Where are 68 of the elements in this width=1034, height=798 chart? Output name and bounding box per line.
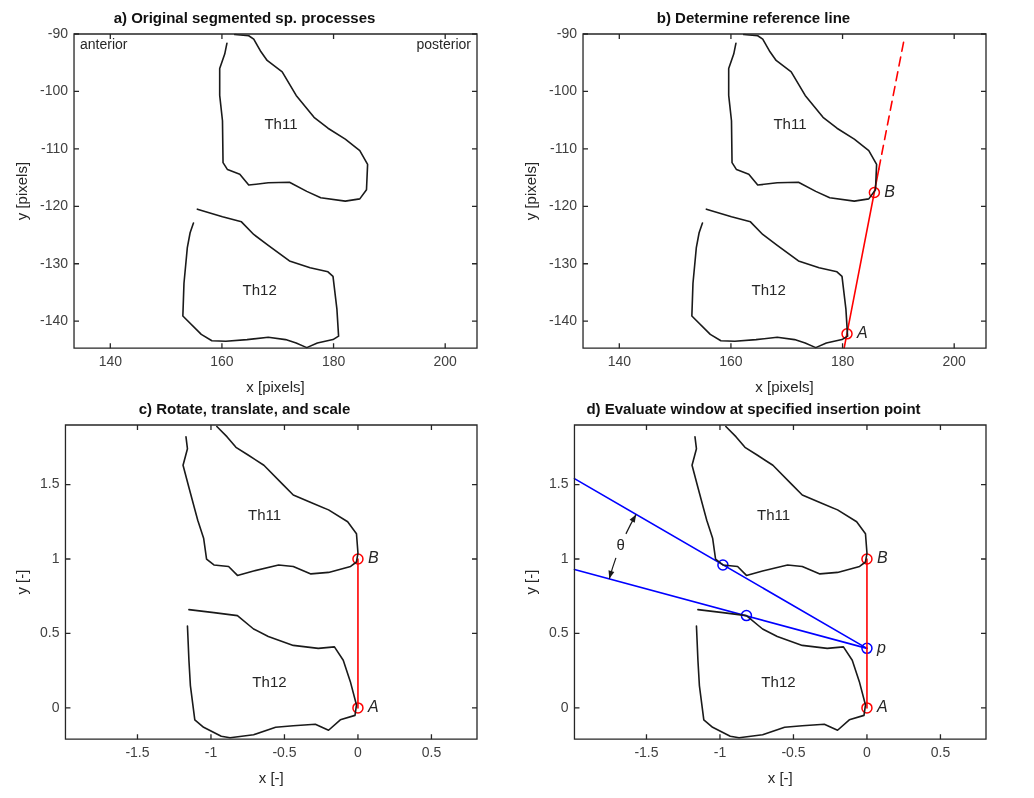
y-tick-label: 0	[51, 698, 60, 715]
chart-title: c) Rotate, translate, and scale	[138, 400, 351, 418]
y-axis-title: y [-]	[13, 569, 31, 595]
y-tick-label: -130	[548, 254, 578, 271]
y-tick-label: 1	[51, 549, 60, 566]
y-tick-label: 1.5	[39, 475, 60, 492]
series-label: Th12	[242, 280, 277, 298]
series-label: Th12	[761, 672, 796, 690]
x-axis-title: x [-]	[767, 769, 793, 787]
x-tick-label: 200	[433, 353, 458, 370]
y-tick-label: -100	[548, 82, 578, 99]
annotation: A	[366, 698, 379, 716]
annotation: θ	[616, 535, 625, 553]
x-tick-label: 0	[863, 744, 872, 761]
x-axis-title: x [pixels]	[755, 378, 814, 396]
y-tick-label: -140	[548, 312, 578, 329]
y-tick-label: -120	[548, 197, 578, 214]
y-tick-label: 0.5	[548, 624, 569, 641]
x-tick-label: -1	[204, 744, 218, 761]
annotation: posterior	[416, 35, 472, 52]
x-tick-label: 180	[830, 353, 855, 370]
series-label: Th11	[264, 115, 298, 133]
chart-title: a) Original segmented sp. processes	[113, 9, 376, 27]
y-tick-label: -120	[39, 197, 69, 214]
x-tick-label: 0.5	[421, 744, 442, 761]
series-label: Th11	[757, 506, 791, 524]
x-tick-label: -0.5	[781, 744, 806, 761]
x-tick-label: -1	[713, 744, 727, 761]
chart-title: d) Evaluate window at specified insertion point	[586, 400, 921, 418]
y-axis-title: y [-]	[522, 569, 540, 595]
series-label: Th12	[751, 280, 786, 298]
annotation: p	[875, 638, 886, 656]
x-tick-label: 200	[942, 353, 967, 370]
series-label: Th12	[252, 672, 287, 690]
x-tick-label: 160	[719, 353, 743, 370]
annotation: B	[884, 182, 896, 200]
series-label: Th11	[773, 115, 807, 133]
y-tick-label: -90	[47, 24, 69, 41]
chart-title: b) Determine reference line	[656, 9, 851, 27]
x-tick-label: 140	[607, 353, 632, 370]
y-tick-label: 1.5	[548, 475, 569, 492]
y-tick-label: -100	[39, 82, 69, 99]
x-axis-title: x [pixels]	[246, 378, 305, 396]
x-axis-title: x [-]	[258, 769, 284, 787]
y-tick-label: -140	[39, 312, 69, 329]
y-axis-title: y [pixels]	[13, 161, 31, 221]
y-tick-label: 1	[560, 549, 569, 566]
y-tick-label: 0.5	[39, 624, 60, 641]
y-tick-label: -110	[41, 139, 69, 156]
y-tick-label: -90	[556, 24, 578, 41]
y-tick-label: -110	[550, 139, 578, 156]
series-label: Th11	[248, 506, 282, 524]
x-tick-label: 180	[321, 353, 346, 370]
y-tick-label: -130	[39, 254, 69, 271]
x-tick-label: 0.5	[930, 744, 951, 761]
x-tick-label: -1.5	[125, 744, 150, 761]
x-tick-label: -1.5	[634, 744, 659, 761]
annotation: B	[367, 549, 379, 567]
annotation: A	[875, 698, 888, 716]
x-tick-label: 160	[210, 353, 234, 370]
annotation: A	[856, 324, 868, 342]
y-tick-label: 0	[560, 698, 569, 715]
y-axis-title: y [pixels]	[522, 161, 540, 221]
annotation: B	[876, 549, 888, 567]
annotation: anterior	[80, 35, 128, 52]
x-tick-label: -0.5	[272, 744, 297, 761]
x-tick-label: 140	[98, 353, 123, 370]
x-tick-label: 0	[354, 744, 363, 761]
